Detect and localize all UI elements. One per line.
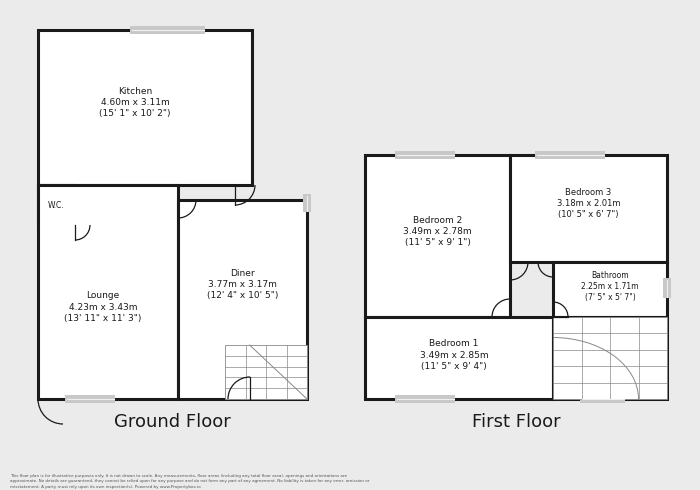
Bar — [553, 262, 667, 317]
Bar — [303, 194, 311, 212]
Text: Lounge: Lounge — [86, 292, 120, 300]
Text: (11' 5" x 9' 4"): (11' 5" x 9' 4") — [421, 362, 487, 370]
Text: (7' 5" x 5' 7"): (7' 5" x 5' 7") — [584, 293, 636, 302]
Bar — [553, 317, 667, 399]
Text: 2.25m x 1.71m: 2.25m x 1.71m — [581, 282, 638, 291]
Bar — [365, 155, 510, 317]
Text: Diner: Diner — [230, 269, 255, 278]
Bar — [365, 317, 553, 399]
Bar — [38, 30, 252, 185]
Bar — [510, 155, 667, 262]
Text: (12' 4" x 10' 5"): (12' 4" x 10' 5") — [206, 291, 278, 300]
Text: (13' 11" x 11' 3"): (13' 11" x 11' 3") — [64, 314, 141, 322]
Bar — [38, 185, 178, 399]
Text: 3.18m x 2.01m: 3.18m x 2.01m — [556, 199, 620, 208]
Text: 3.49m x 2.85m: 3.49m x 2.85m — [420, 350, 489, 360]
Text: Bathroom: Bathroom — [592, 271, 629, 280]
Text: First Floor: First Floor — [472, 413, 560, 431]
Bar — [663, 278, 671, 298]
Text: Bedroom 3: Bedroom 3 — [566, 188, 612, 197]
Text: 3.77m x 3.17m: 3.77m x 3.17m — [208, 280, 277, 289]
Bar — [535, 151, 605, 159]
Text: W.C.: W.C. — [48, 200, 65, 210]
Text: 4.23m x 3.43m: 4.23m x 3.43m — [69, 302, 137, 312]
Text: Bedroom 1: Bedroom 1 — [429, 340, 479, 348]
Bar — [580, 395, 625, 403]
Bar — [178, 200, 307, 399]
Text: (11' 5" x 9' 1"): (11' 5" x 9' 1") — [405, 238, 470, 246]
Text: This floor plan is for illustrative purposes only. It is not drawn to scale. Any: This floor plan is for illustrative purp… — [10, 474, 370, 489]
Text: (15' 1" x 10' 2"): (15' 1" x 10' 2") — [99, 109, 171, 118]
Text: Bedroom 2: Bedroom 2 — [413, 216, 462, 224]
Bar — [553, 317, 667, 399]
Bar — [225, 345, 307, 399]
Bar — [130, 26, 205, 34]
Bar — [395, 151, 455, 159]
Bar — [395, 395, 455, 403]
Text: Ground Floor: Ground Floor — [114, 413, 231, 431]
Text: 4.60m x 3.11m: 4.60m x 3.11m — [101, 98, 169, 107]
Text: 3.49m x 2.78m: 3.49m x 2.78m — [403, 226, 472, 236]
Text: Kitchen: Kitchen — [118, 87, 152, 96]
Bar — [38, 185, 75, 225]
Bar — [65, 395, 115, 403]
Text: (10' 5" x 6' 7"): (10' 5" x 6' 7") — [559, 210, 619, 219]
